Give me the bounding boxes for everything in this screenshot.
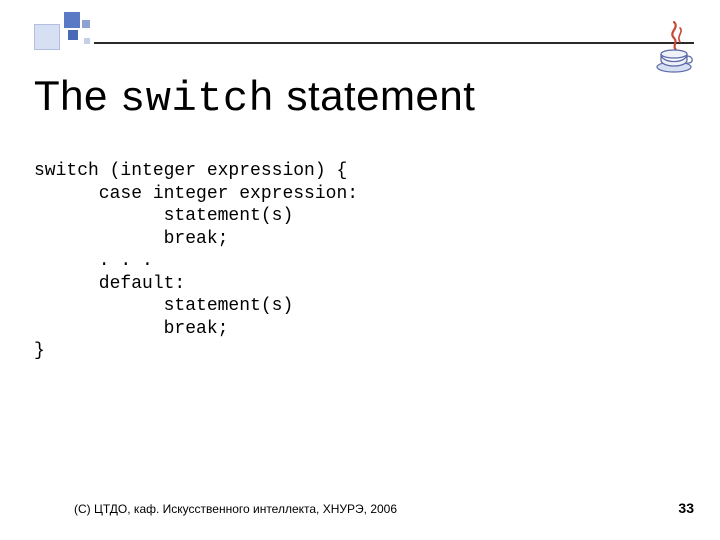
code-block: switch (integer expression) { case integ…: [34, 160, 358, 363]
decor-square-large: [34, 24, 60, 50]
copyright-footer: (С) ЦТДО, каф. Искусственного интеллекта…: [74, 502, 397, 516]
title-keyword: switch: [120, 75, 274, 123]
header-divider: [94, 42, 694, 44]
page-number: 33: [678, 500, 694, 516]
decor-square-medium: [64, 12, 80, 28]
decor-square-small-2: [82, 20, 90, 28]
title-suffix: statement: [274, 72, 475, 119]
title-prefix: The: [34, 72, 120, 119]
decor-square-small-1: [68, 30, 78, 40]
slide-title: The switch statement: [34, 72, 475, 123]
java-logo-icon: [654, 20, 698, 76]
decor-square-tiny: [84, 38, 90, 44]
